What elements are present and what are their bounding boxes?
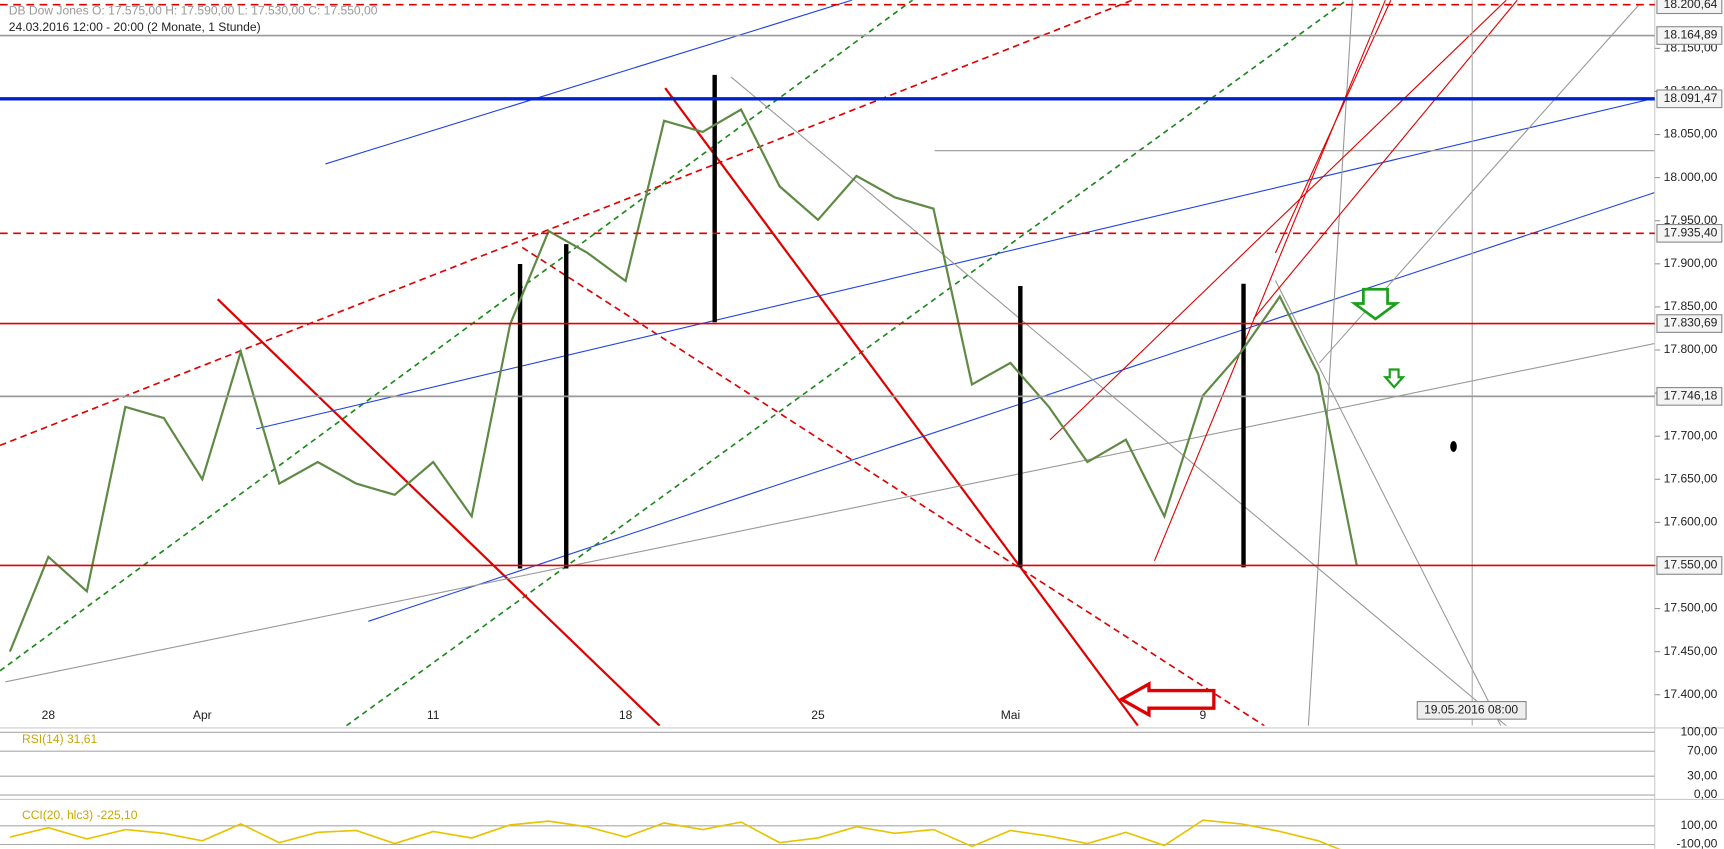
level-badge xyxy=(1656,314,1723,333)
y-tick-label: 17.950,00 xyxy=(1664,213,1718,227)
x-tick-label: Apr xyxy=(193,708,212,722)
x-tick-label: 25 xyxy=(811,708,825,722)
y-tick-label: 17.700,00 xyxy=(1664,428,1718,442)
level-badge xyxy=(1656,89,1723,109)
y-tick-label: 17.900,00 xyxy=(1664,256,1718,270)
header-bg xyxy=(0,0,418,38)
series-line xyxy=(10,752,1357,775)
x-tick-label: Mai xyxy=(1001,708,1020,722)
date-label: 19.05.2016 08:00 xyxy=(1424,703,1518,717)
level-label: 18.200,64 xyxy=(1664,0,1718,11)
cci-title: CCI(20, hlc3) -225,10 xyxy=(22,808,138,822)
y-tick-label: 17.850,00 xyxy=(1664,299,1718,313)
series-group xyxy=(9,819,1341,849)
y-tick-label: 17.650,00 xyxy=(1664,471,1718,485)
y-tick-label: 18.050,00 xyxy=(1664,127,1718,141)
level-label: 17.550,00 xyxy=(1664,558,1718,572)
y-tick-label: 18.000,00 xyxy=(1664,170,1718,184)
y-tick-label: 100,00 xyxy=(1680,725,1717,739)
x-tick-label: 18 xyxy=(619,708,633,722)
y-tick-label: 100,00 xyxy=(1680,818,1717,832)
date-badge xyxy=(1416,701,1527,720)
y-tick-label: 17.800,00 xyxy=(1664,342,1718,356)
level-label: 18.091,47 xyxy=(1664,91,1718,105)
y-tick-label: 17.450,00 xyxy=(1664,644,1718,658)
y-tick-label: 17.500,00 xyxy=(1664,601,1718,615)
x-tick-label: 28 xyxy=(42,708,56,722)
level-label: 17.746,18 xyxy=(1664,389,1718,403)
y-tick-label: 70,00 xyxy=(1687,743,1718,757)
chart-subtitle: 24.03.2016 12:00 - 20:00 (2 Monate, 1 St… xyxy=(9,20,261,34)
chart-title: DB Dow Jones O: 17.575,00 H: 17.590,00 L… xyxy=(9,3,378,17)
rsi-title: RSI(14) 31,61 xyxy=(22,732,97,746)
level-label: 17.935,40 xyxy=(1664,225,1718,239)
y-tick-label: 30,00 xyxy=(1687,768,1718,782)
level-badge xyxy=(1656,556,1723,575)
y-tick-label: -100,00 xyxy=(1676,837,1717,849)
series-line xyxy=(9,819,1341,849)
y-tick-label: 17.600,00 xyxy=(1664,515,1718,529)
series-line xyxy=(8,108,1358,653)
series-group xyxy=(8,108,1358,653)
y-tick-label: 0,00 xyxy=(1694,787,1718,801)
level-badge xyxy=(1656,223,1723,243)
series-group xyxy=(10,752,1357,775)
level-label: 18.164,89 xyxy=(1664,28,1718,42)
level-badge xyxy=(1656,387,1723,406)
level-badge xyxy=(1656,26,1723,45)
level-label: 17.830,69 xyxy=(1664,316,1718,330)
x-tick-label: 11 xyxy=(427,708,440,722)
drawings xyxy=(0,0,1655,726)
level-badge xyxy=(1656,0,1723,15)
y-tick-label: 17.400,00 xyxy=(1664,687,1718,701)
x-tick-label: 9 xyxy=(1199,708,1206,722)
